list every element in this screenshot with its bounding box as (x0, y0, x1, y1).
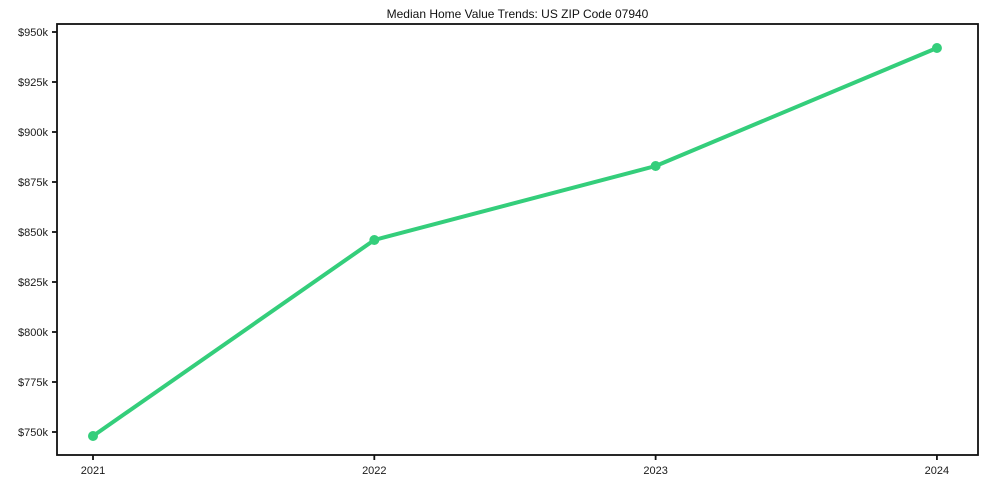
x-tick-label: 2022 (362, 465, 386, 477)
data-point-marker (931, 43, 942, 53)
y-tick-label: $800k (18, 327, 48, 339)
y-tick-label: $850k (18, 227, 48, 239)
data-point-marker (88, 431, 99, 441)
y-tick-label: $825k (18, 277, 48, 289)
y-tick-label: $950k (18, 27, 48, 39)
y-tick-label: $900k (18, 127, 48, 139)
trend-line (91, 46, 939, 438)
y-tick-label: $925k (18, 77, 48, 89)
y-tick-label: $875k (18, 177, 48, 189)
y-tick-label: $775k (18, 377, 48, 389)
data-point-marker (650, 161, 661, 171)
x-tick-label: 2023 (643, 465, 667, 477)
y-tick-label: $750k (18, 427, 48, 439)
x-tick-label: 2024 (925, 465, 949, 477)
plot-frame (56, 23, 979, 456)
chart-title: Median Home Value Trends: US ZIP Code 07… (386, 7, 649, 21)
x-tick-label: 2021 (81, 465, 105, 477)
data-point-marker (369, 235, 380, 245)
